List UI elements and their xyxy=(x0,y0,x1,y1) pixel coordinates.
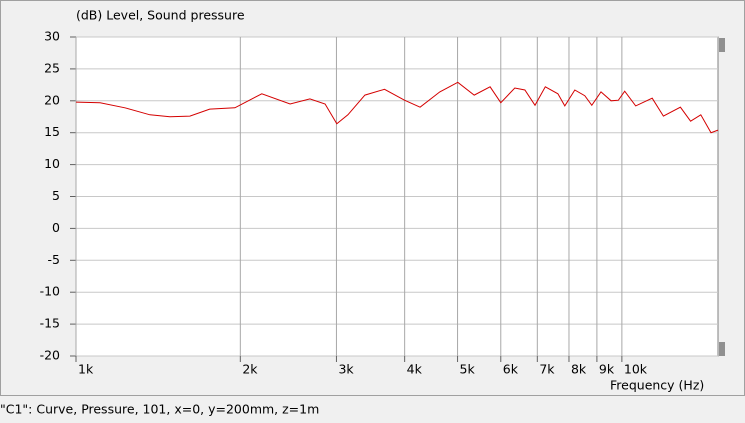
y-tick-label: 30 xyxy=(44,29,60,44)
y-tick-label: 0 xyxy=(52,220,60,235)
x-tick-label: 5k xyxy=(460,362,476,377)
y-tick-label: 20 xyxy=(44,92,60,107)
x-tick-label: 8k xyxy=(571,362,587,377)
y-tick-label: 15 xyxy=(44,124,60,139)
y-tick-label: 5 xyxy=(52,188,60,203)
handle xyxy=(719,38,725,52)
y-tick-label: -5 xyxy=(48,252,60,267)
x-tick-label: 6k xyxy=(503,362,519,377)
x-tick-label: 1k xyxy=(78,362,94,377)
y-tick-label: 25 xyxy=(44,60,60,75)
x-tick-label: 2k xyxy=(242,362,258,377)
x-tick-label: 3k xyxy=(338,362,354,377)
status-text: "C1": Curve, Pressure, 101, x=0, y=200mm… xyxy=(0,402,319,417)
x-axis-label: Frequency (Hz) xyxy=(610,378,704,393)
data-line xyxy=(75,81,719,134)
y-tick-label: -10 xyxy=(40,284,60,299)
y-tick-label: -15 xyxy=(40,316,60,331)
handle xyxy=(719,342,725,356)
x-tick-label: 10k xyxy=(624,362,648,377)
x-tick-label: 4k xyxy=(407,362,423,377)
x-tick-label: 9k xyxy=(599,362,615,377)
x-tick-label: 7k xyxy=(539,362,555,377)
y-tick-label: -20 xyxy=(40,348,60,363)
chart-title: (dB) Level, Sound pressure xyxy=(76,8,245,23)
y-tick-label: 10 xyxy=(44,156,60,171)
